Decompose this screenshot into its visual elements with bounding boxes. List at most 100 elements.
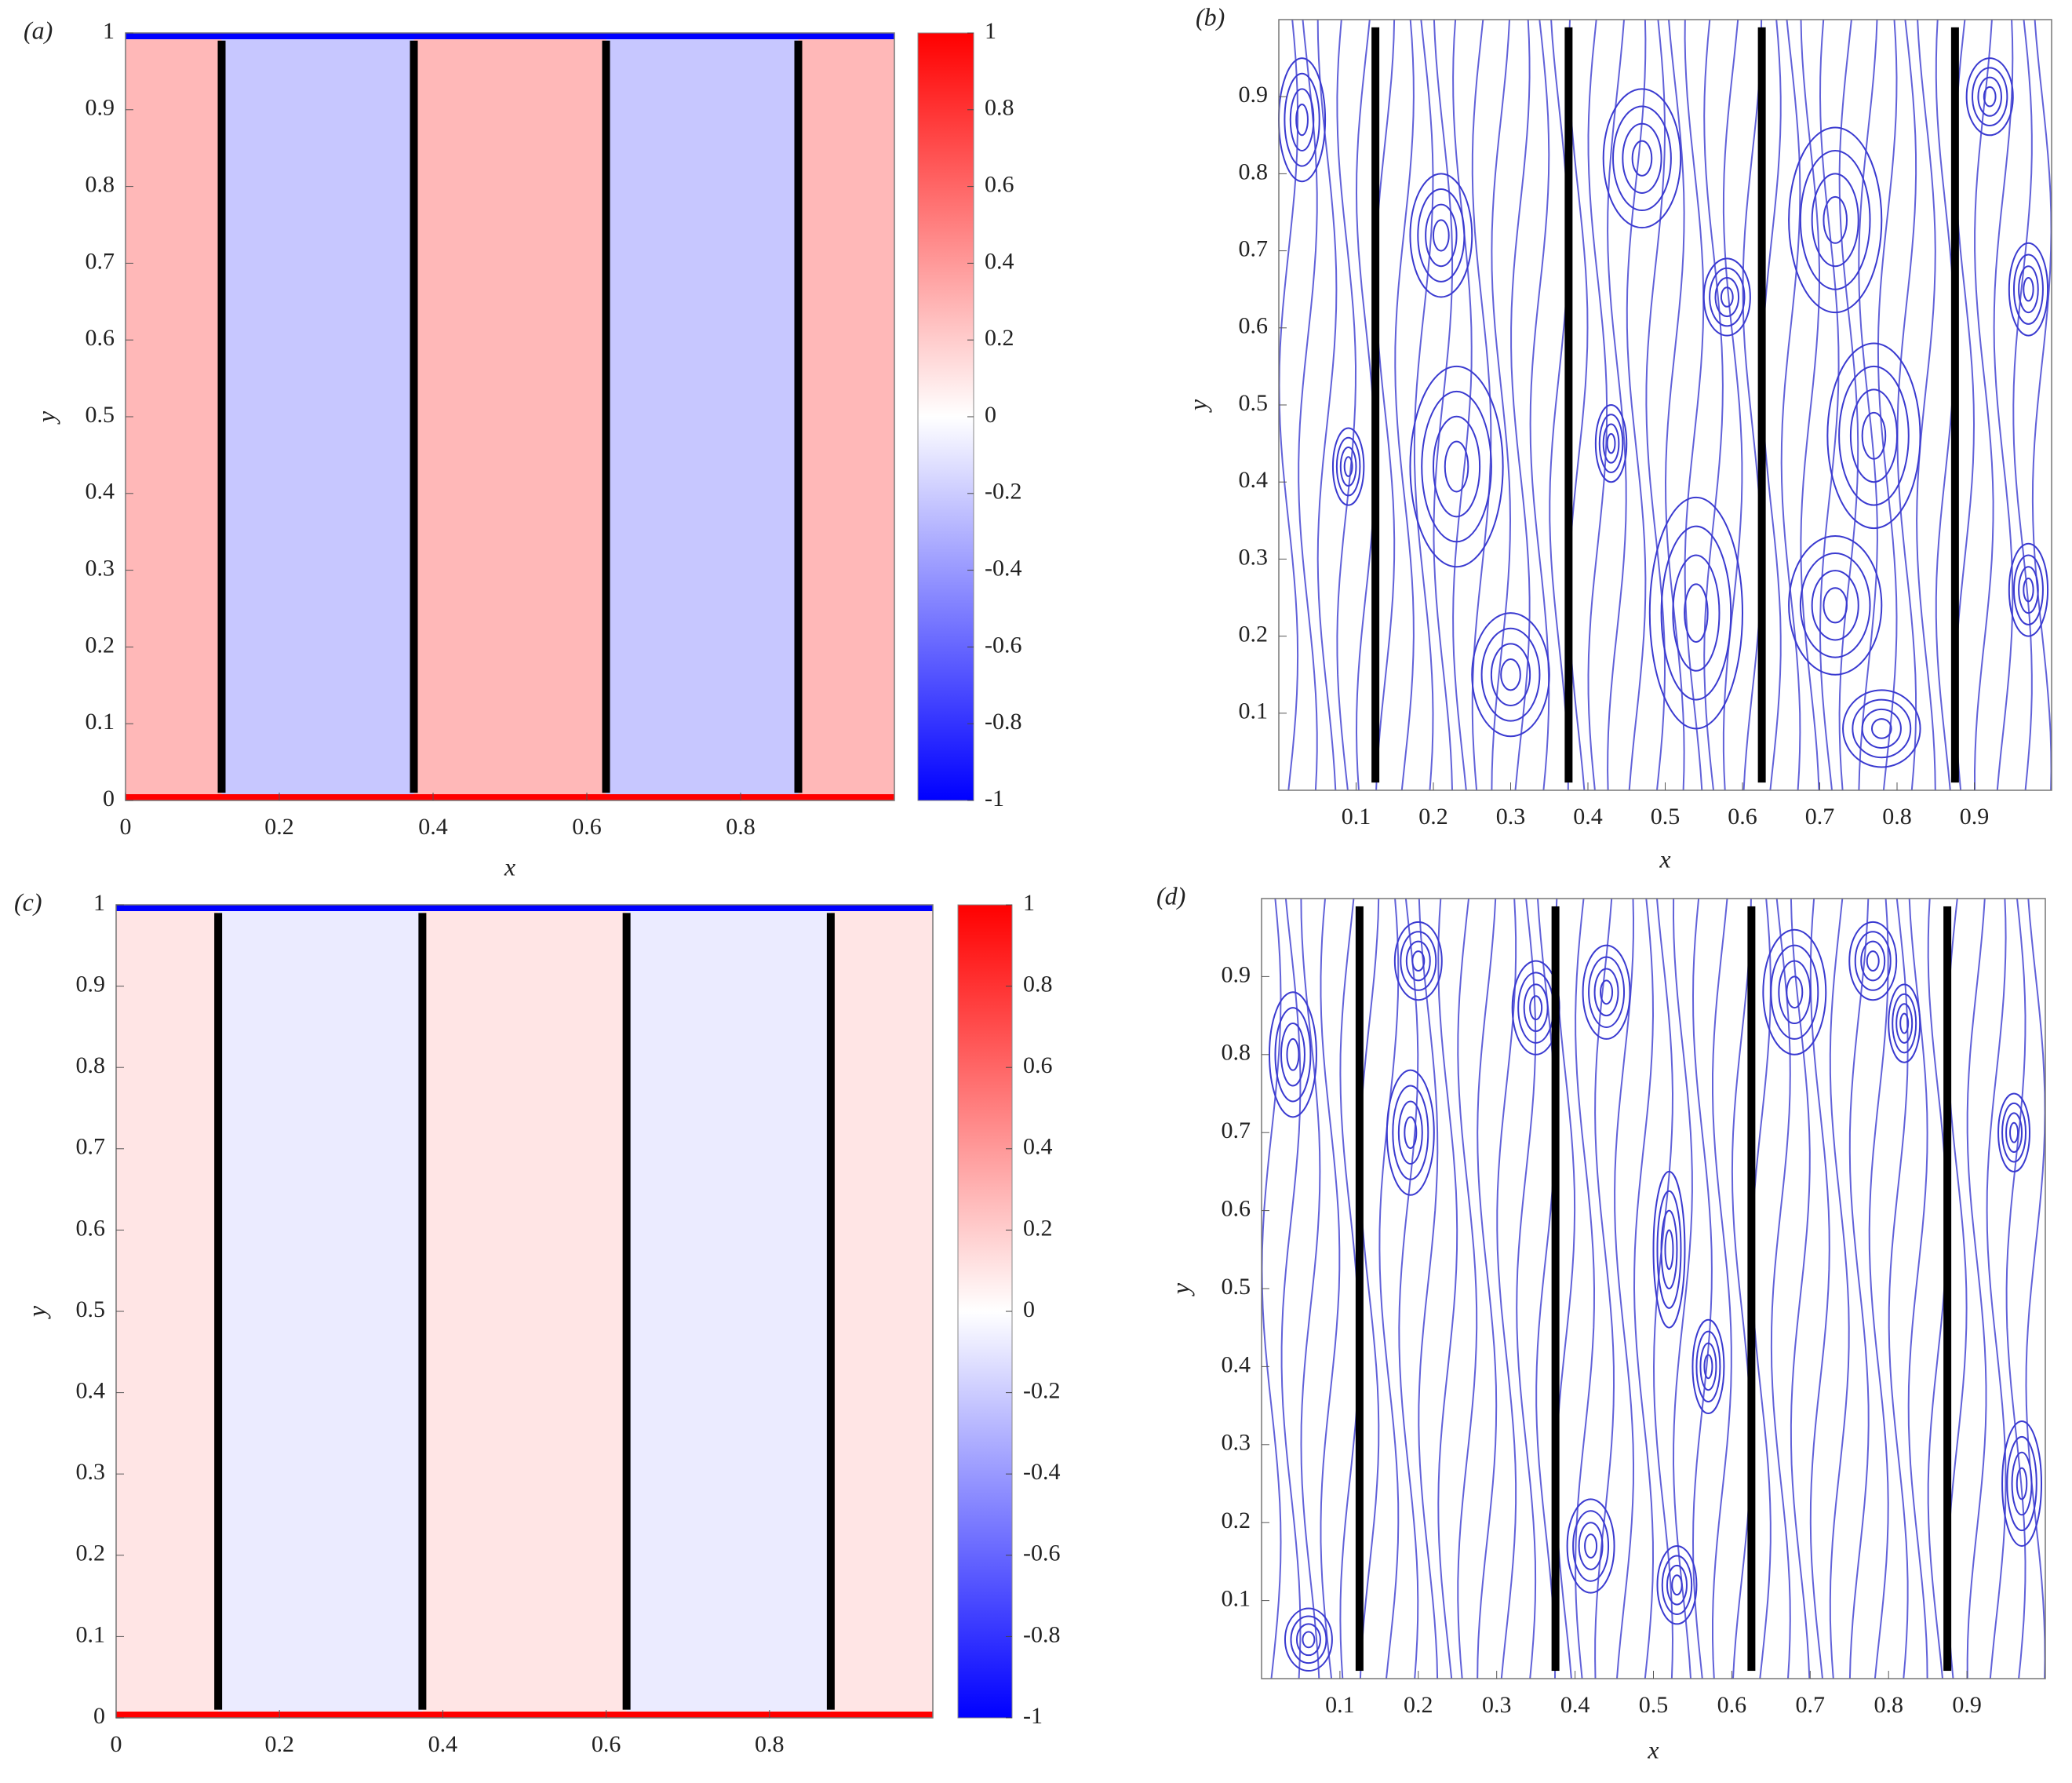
y-tick-label: 0.4 — [86, 479, 115, 505]
x-tick-label: 0.8 — [726, 814, 756, 840]
streamline — [1860, 940, 1886, 982]
colorbar — [917, 32, 974, 801]
x-axis-label: x — [504, 852, 515, 881]
streamline — [1842, 689, 1921, 768]
streamline — [1868, 898, 1889, 1679]
streamline — [1983, 86, 1997, 108]
streamline — [1452, 19, 1473, 791]
colorbar-tick-label: -1 — [985, 786, 1004, 811]
colorbar-tick-label: 0.4 — [1023, 1134, 1053, 1160]
plate — [1950, 27, 1959, 783]
streamline — [1477, 898, 1498, 1679]
y-tick-label: 0.7 — [1222, 1118, 1251, 1143]
panel-label: (d) — [1156, 881, 1185, 910]
plate — [1371, 27, 1380, 783]
streamline — [1896, 19, 1917, 791]
streamline — [1594, 898, 1615, 1679]
streamline — [1993, 19, 2014, 791]
streamline — [1633, 898, 1655, 1679]
streamline — [1656, 1190, 1682, 1309]
x-tick-label: 0.3 — [1496, 804, 1526, 830]
field-region — [422, 905, 627, 1718]
streamline — [1302, 1631, 1316, 1649]
streamline — [1549, 19, 1569, 790]
streamline — [1409, 173, 1473, 298]
streamline — [1656, 1545, 1698, 1625]
wall-layer — [126, 33, 894, 39]
colorbar-tick-label: -0.4 — [1023, 1459, 1061, 1485]
y-axis-label: y — [22, 1305, 50, 1319]
streamline — [1809, 898, 1830, 1679]
streamline — [1295, 1623, 1321, 1657]
streamline — [1600, 979, 1614, 1005]
streamline — [1496, 898, 1517, 1679]
streamline — [1500, 658, 1521, 691]
x-tick-label: 0.4 — [1573, 804, 1603, 830]
colorbar-tick-label: -0.6 — [1023, 1541, 1061, 1566]
x-tick-label: 0.2 — [264, 814, 294, 840]
streamline — [1286, 1037, 1300, 1071]
x-tick-label: 0.8 — [1874, 1692, 1903, 1718]
streamline — [1672, 898, 1693, 1679]
streamline — [1457, 898, 1478, 1679]
x-tick-label: 0.6 — [572, 814, 602, 840]
streamline — [1295, 104, 1309, 137]
panel: 0.1 0.2 0.3 0.4 0.5 0.6 0.7 0.8 0.9 0.1 0.2 0.3 0.4 0… — [1183, 2, 2052, 873]
plate — [1747, 906, 1756, 1672]
streamline — [1343, 456, 1353, 477]
colorbar-tick-label: -0.8 — [985, 709, 1022, 735]
colorbar-tick-label: -0.2 — [1023, 1377, 1061, 1403]
streamline — [1274, 1007, 1312, 1103]
streamline — [1819, 19, 1840, 791]
y-tick-label: 0.6 — [1222, 1195, 1251, 1221]
streamline — [1712, 898, 1732, 1679]
y-tick-label: 0.7 — [76, 1134, 106, 1160]
y-tick-label: 0 — [103, 786, 115, 811]
y-tick-label: 0.6 — [1239, 313, 1269, 339]
field-region — [126, 33, 222, 800]
streamline — [1691, 1318, 1725, 1415]
x-tick-label: 0.7 — [1805, 804, 1835, 830]
streamline — [1626, 19, 1647, 791]
y-tick-label: 0.1 — [1222, 1585, 1251, 1611]
streamline — [1973, 19, 1994, 791]
y-tick-label: 0.5 — [76, 1296, 106, 1322]
x-tick-label: 0.8 — [755, 1731, 785, 1757]
streamline — [1907, 898, 1928, 1679]
streamline — [1977, 76, 2002, 117]
y-tick-label: 0.7 — [86, 248, 115, 274]
y-tick-label: 0.5 — [86, 402, 115, 428]
streamline — [1852, 698, 1912, 759]
streamline — [1491, 19, 1512, 791]
streamline — [1788, 126, 1883, 314]
x-tick-label: 0.8 — [1882, 804, 1912, 830]
y-tick-label: 0.3 — [86, 555, 115, 581]
colorbar-tick-label: -1 — [1023, 1703, 1043, 1729]
streamline — [1300, 898, 1321, 1679]
colorbar-tick-label: 0.6 — [985, 171, 1014, 197]
colorbar-tick-label: 0 — [985, 402, 996, 428]
streamline — [2006, 1435, 2037, 1532]
streamline — [1404, 1116, 1418, 1150]
streamline — [1664, 19, 1685, 791]
x-tick-label: 0.9 — [1952, 1692, 1982, 1718]
plate — [622, 913, 631, 1710]
x-tick-label: 0.4 — [1560, 1692, 1590, 1718]
streamline — [1280, 1023, 1305, 1087]
streamline — [1811, 173, 1859, 268]
colorbar-tick-label: 1 — [1023, 890, 1035, 916]
wall-layer — [116, 1712, 933, 1718]
y-tick-label: 0.8 — [86, 171, 115, 197]
streamline — [1607, 19, 1627, 791]
plate — [418, 913, 427, 1710]
streamline — [1433, 19, 1454, 791]
field-region — [221, 33, 414, 800]
streamline — [1535, 898, 1557, 1679]
y-tick-label: 0 — [93, 1703, 105, 1729]
streamline — [1572, 1510, 1610, 1582]
field-region — [798, 33, 894, 800]
plate — [1551, 906, 1560, 1672]
colorbar-tick-label: 0.2 — [985, 325, 1014, 351]
streamline — [2025, 898, 2046, 1679]
x-tick-label: 0.9 — [1960, 804, 1990, 830]
